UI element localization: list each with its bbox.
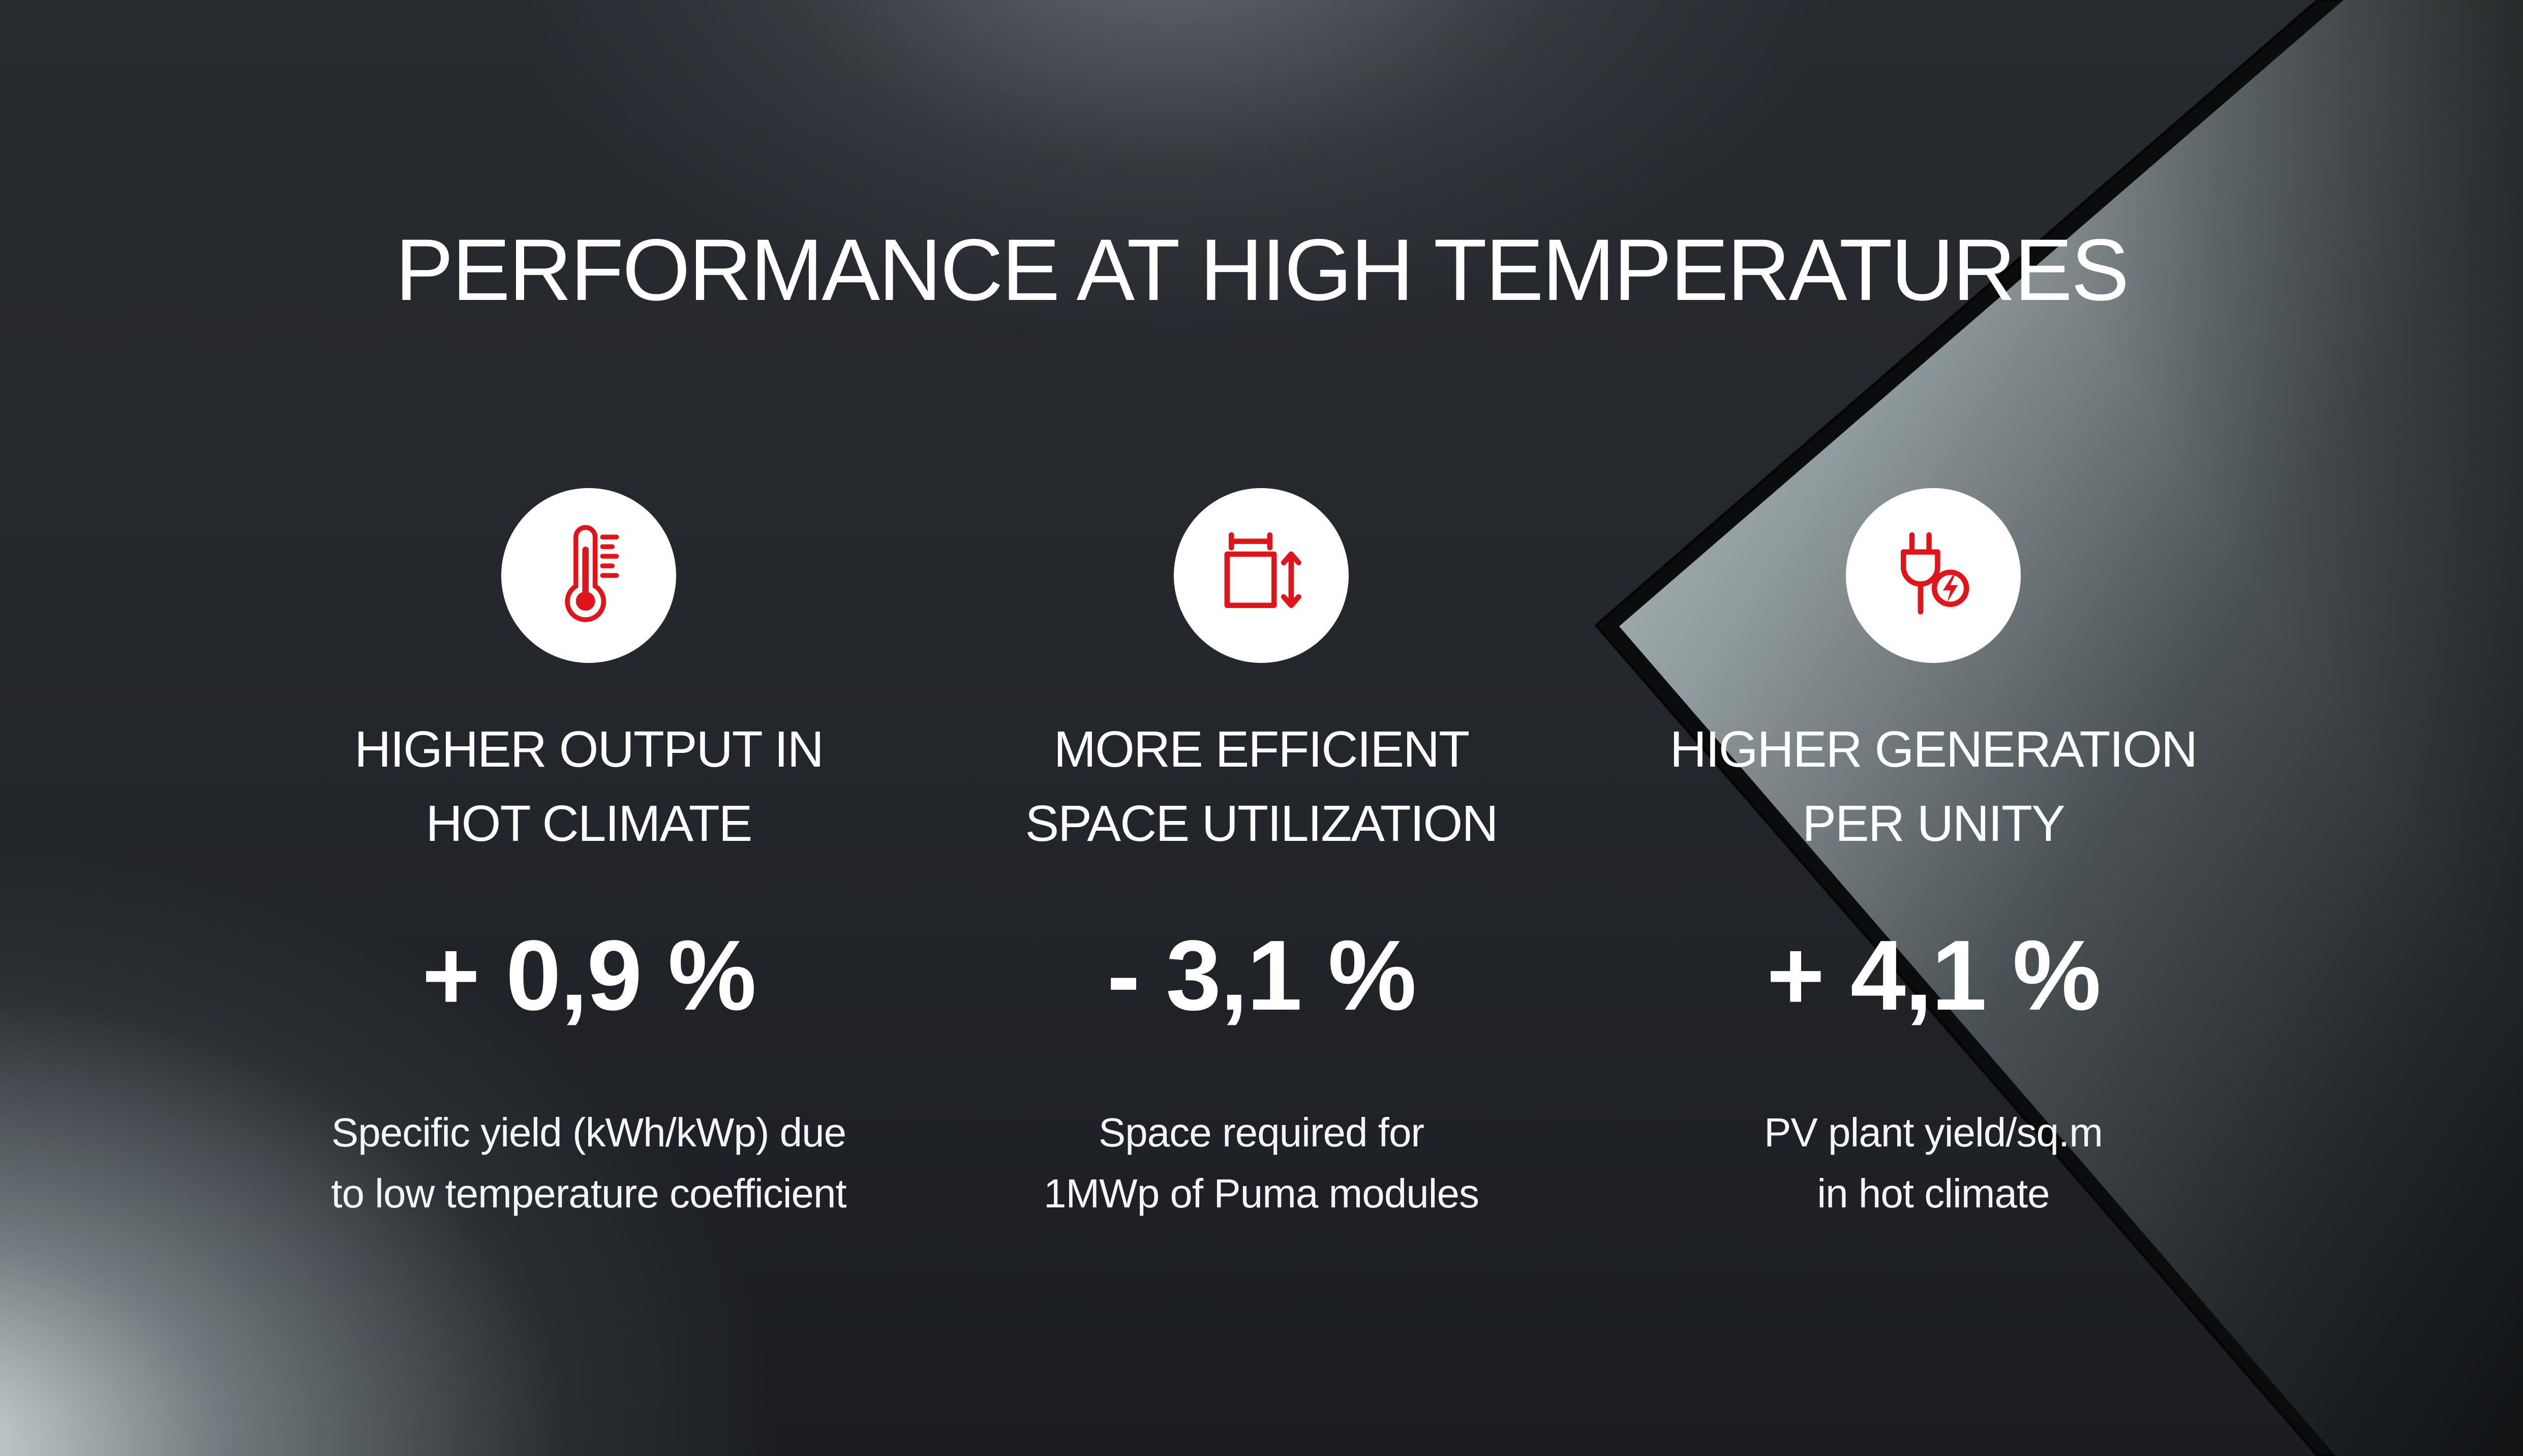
feature-heading-line: PER UNITY (1802, 795, 2065, 852)
feature-heading-line: HIGHER GENERATION (1669, 721, 2198, 778)
feature-heading: MORE EFFICIENT SPACE UTILIZATION (905, 712, 1617, 861)
feature-description-line: Space required for (1098, 1110, 1424, 1155)
feature-description-line: PV plant yield/sq.m (1764, 1110, 2103, 1155)
feature-higher-generation: HIGHER GENERATION PER UNITY + 4,1 % PV p… (1577, 488, 2289, 1224)
feature-icon-badge (1846, 488, 2021, 663)
feature-description: Specific yield (kWh/kWp) due to low temp… (233, 1102, 945, 1224)
panel-shade (1619, 0, 2523, 1456)
feature-heading: HIGHER GENERATION PER UNITY (1577, 712, 2289, 861)
feature-value: + 0,9 % (421, 920, 756, 1031)
page-title: PERFORMANCE AT HIGH TEMPERATURES (395, 221, 2129, 319)
feature-value: + 4,1 % (1766, 920, 2101, 1031)
feature-heading-line: HOT CLIMATE (425, 795, 752, 852)
space-resize-icon (1224, 532, 1301, 609)
feature-heading-line: HIGHER OUTPUT IN (354, 721, 824, 778)
feature-heading-line: MORE EFFICIENT (1053, 721, 1470, 778)
feature-icon-badge (501, 488, 676, 663)
feature-value: - 3,1 % (1107, 920, 1417, 1031)
feature-description: PV plant yield/sq.m in hot climate (1577, 1102, 2289, 1224)
feature-description-line: Specific yield (kWh/kWp) due (331, 1110, 846, 1155)
feature-icon-badge (1174, 488, 1349, 663)
feature-description-line: 1MWp of Puma modules (1044, 1171, 1479, 1216)
feature-heading: HIGHER OUTPUT IN HOT CLIMATE (233, 712, 945, 861)
feature-description-line: to low temperature coefficient (331, 1171, 847, 1216)
feature-higher-output: HIGHER OUTPUT IN HOT CLIMATE + 0,9 % Spe… (233, 488, 945, 1224)
feature-description-line: in hot climate (1817, 1171, 2050, 1216)
feature-space-utilization: MORE EFFICIENT SPACE UTILIZATION - 3,1 %… (905, 488, 1617, 1224)
feature-heading-line: SPACE UTILIZATION (1025, 795, 1498, 852)
thermometer-icon (565, 525, 619, 622)
feature-description: Space required for 1MWp of Puma modules (905, 1102, 1617, 1224)
energy-plug-icon (1900, 532, 1969, 615)
